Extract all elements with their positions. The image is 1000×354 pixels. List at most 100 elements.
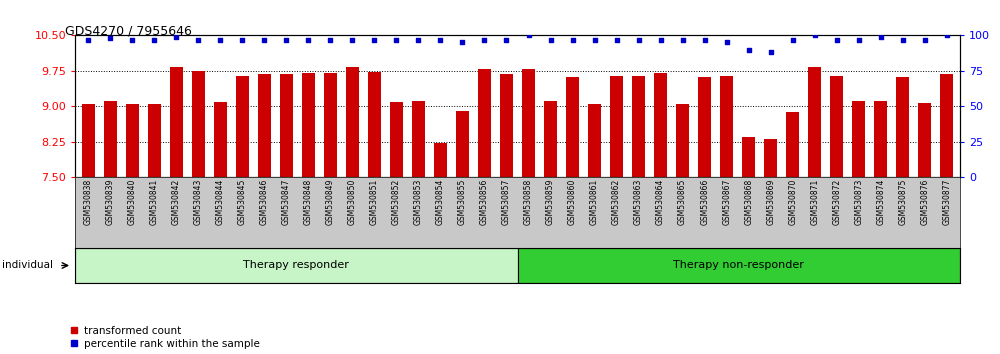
Text: GSM530876: GSM530876 — [920, 179, 929, 225]
Bar — [192, 71, 205, 177]
Bar — [544, 101, 557, 177]
Bar — [896, 77, 909, 177]
Bar — [742, 137, 755, 177]
Bar — [676, 104, 689, 177]
Bar — [522, 69, 535, 177]
Text: GSM530843: GSM530843 — [194, 179, 203, 225]
Point — [609, 37, 625, 42]
Bar — [698, 77, 711, 177]
Point — [785, 37, 801, 42]
Text: GSM530856: GSM530856 — [480, 179, 489, 225]
Text: GSM530839: GSM530839 — [106, 179, 115, 225]
Text: GSM530859: GSM530859 — [546, 179, 555, 225]
Text: GSM530875: GSM530875 — [898, 179, 907, 225]
Point — [80, 37, 96, 42]
Legend: transformed count, percentile rank within the sample: transformed count, percentile rank withi… — [70, 326, 260, 349]
Text: GSM530867: GSM530867 — [722, 179, 731, 225]
Bar — [720, 75, 733, 177]
Bar — [610, 75, 623, 177]
Text: GSM530872: GSM530872 — [832, 179, 841, 225]
Point — [190, 37, 206, 42]
Point — [631, 37, 647, 42]
Text: GSM530874: GSM530874 — [876, 179, 885, 225]
Bar — [280, 74, 293, 177]
Text: GSM530862: GSM530862 — [612, 179, 621, 225]
Point — [543, 37, 559, 42]
Bar — [126, 104, 139, 177]
Point — [763, 50, 779, 55]
Text: GSM530860: GSM530860 — [568, 179, 577, 225]
Text: GSM530864: GSM530864 — [656, 179, 665, 225]
Text: GSM530846: GSM530846 — [260, 179, 269, 225]
Text: GSM530871: GSM530871 — [810, 179, 819, 225]
Point — [498, 37, 514, 42]
Bar — [324, 73, 337, 177]
Point — [102, 35, 118, 41]
Point — [565, 37, 581, 42]
Text: GSM530857: GSM530857 — [502, 179, 511, 225]
Point — [675, 37, 691, 42]
Text: GSM530863: GSM530863 — [634, 179, 643, 225]
Text: GSM530854: GSM530854 — [436, 179, 445, 225]
Text: individual: individual — [2, 261, 53, 270]
Point — [521, 33, 537, 38]
Bar — [346, 67, 359, 177]
Bar — [236, 75, 249, 177]
Point — [741, 47, 757, 52]
Text: GSM530847: GSM530847 — [282, 179, 291, 225]
Text: GSM530868: GSM530868 — [744, 179, 753, 225]
Text: GSM530850: GSM530850 — [348, 179, 357, 225]
Text: GSM530865: GSM530865 — [678, 179, 687, 225]
Bar — [632, 75, 645, 177]
Point — [895, 37, 911, 42]
Text: GSM530849: GSM530849 — [326, 179, 335, 225]
Point — [344, 37, 360, 42]
Text: GSM530877: GSM530877 — [942, 179, 951, 225]
Text: GSM530840: GSM530840 — [128, 179, 137, 225]
Text: GSM530855: GSM530855 — [458, 179, 467, 225]
Point — [807, 33, 823, 38]
Text: GSM530853: GSM530853 — [414, 179, 423, 225]
Bar — [566, 77, 579, 177]
Point — [124, 37, 140, 42]
Bar — [918, 103, 931, 177]
Text: Therapy responder: Therapy responder — [243, 261, 349, 270]
Point — [234, 37, 250, 42]
Bar — [456, 111, 469, 177]
Point — [212, 37, 228, 42]
Text: GSM530852: GSM530852 — [392, 179, 401, 225]
Point — [388, 37, 404, 42]
Point — [829, 37, 845, 42]
Point — [366, 37, 382, 42]
Bar — [518, 248, 960, 283]
Bar — [434, 143, 447, 177]
Bar — [764, 139, 777, 177]
Point — [587, 37, 603, 42]
Bar — [852, 101, 865, 177]
Point — [322, 37, 338, 42]
Point — [256, 37, 272, 42]
Text: GSM530851: GSM530851 — [370, 179, 379, 225]
Bar — [588, 104, 601, 177]
Point — [146, 37, 162, 42]
Point — [432, 37, 448, 42]
Bar — [170, 67, 183, 177]
Text: Therapy non-responder: Therapy non-responder — [673, 261, 804, 270]
Bar — [412, 102, 425, 177]
Text: GSM530858: GSM530858 — [524, 179, 533, 225]
Point — [168, 34, 184, 40]
Point — [410, 37, 426, 42]
Text: GSM530869: GSM530869 — [766, 179, 775, 225]
Bar — [808, 67, 821, 177]
Text: GSM530861: GSM530861 — [590, 179, 599, 225]
Point — [873, 34, 889, 40]
Bar — [302, 73, 315, 177]
Point — [939, 33, 955, 38]
Point — [278, 37, 294, 42]
Bar — [478, 69, 491, 177]
Text: GSM530866: GSM530866 — [700, 179, 709, 225]
Text: GSM530845: GSM530845 — [238, 179, 247, 225]
Bar — [104, 101, 117, 177]
Text: GDS4270 / 7955646: GDS4270 / 7955646 — [65, 25, 192, 38]
Point — [697, 37, 713, 42]
